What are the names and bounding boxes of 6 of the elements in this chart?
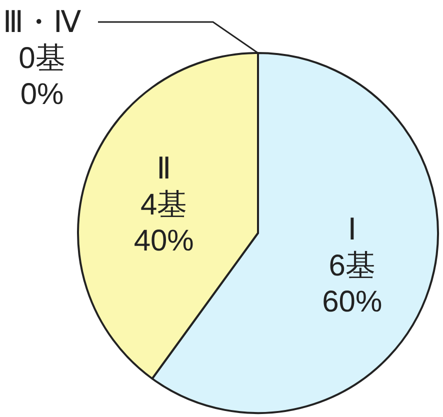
text: 0基 0%: [18, 42, 66, 111]
slice-label: Ⅱ: [156, 152, 172, 186]
data-label: 6基 60%: [322, 250, 382, 319]
data-label: 4基 40%: [134, 188, 194, 258]
slice-label: Ⅰ: [348, 214, 357, 247]
category-label: Ⅲ・Ⅳ: [2, 6, 82, 39]
